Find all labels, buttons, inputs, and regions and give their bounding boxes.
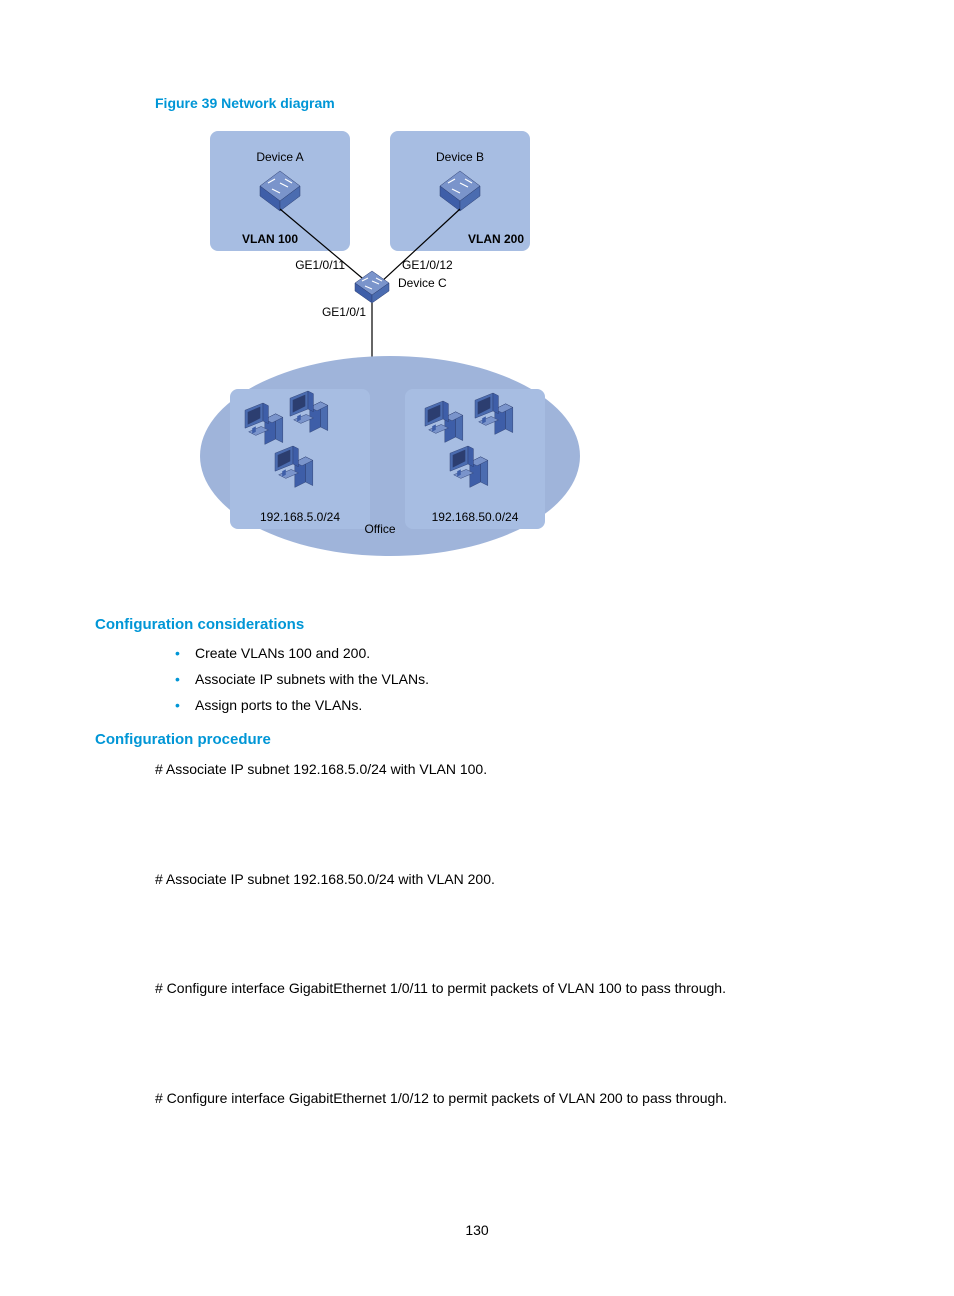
subnet-label: 192.168.50.0/24 (432, 510, 519, 524)
list-item: Create VLANs 100 and 200. (175, 645, 859, 661)
procedure-step: # Associate IP subnet 192.168.50.0/24 wi… (155, 870, 859, 890)
port-label: GE1/0/11 (295, 258, 345, 272)
section-procedure-heading: Configuration procedure (95, 731, 859, 748)
device-c-label: Device C (398, 276, 447, 290)
procedure-step: # Configure interface GigabitEthernet 1/… (155, 1089, 859, 1109)
figure-title: Figure 39 Network diagram (155, 95, 859, 111)
list-item: Associate IP subnets with the VLANs. (175, 671, 859, 687)
list-item: Assign ports to the VLANs. (175, 697, 859, 713)
port-label: GE1/0/12 (402, 258, 453, 272)
subnet-label: 192.168.5.0/24 (260, 510, 340, 524)
considerations-list: Create VLANs 100 and 200. Associate IP s… (175, 645, 859, 713)
office-label: Office (364, 522, 395, 536)
section-considerations-heading: Configuration considerations (95, 616, 859, 633)
device-a-label: Device A (256, 150, 303, 164)
procedure-step: # Associate IP subnet 192.168.5.0/24 wit… (155, 760, 859, 780)
device-b-label: Device B (436, 150, 484, 164)
port-label: GE1/0/1 (322, 305, 366, 319)
vlan-200-label: VLAN 200 (468, 232, 524, 246)
network-diagram: Device A Device B VLAN 100 VLAN 200 (190, 121, 859, 586)
vlan-100-label: VLAN 100 (242, 232, 298, 246)
page-number: 130 (0, 1222, 954, 1238)
procedure-step: # Configure interface GigabitEthernet 1/… (155, 979, 859, 999)
